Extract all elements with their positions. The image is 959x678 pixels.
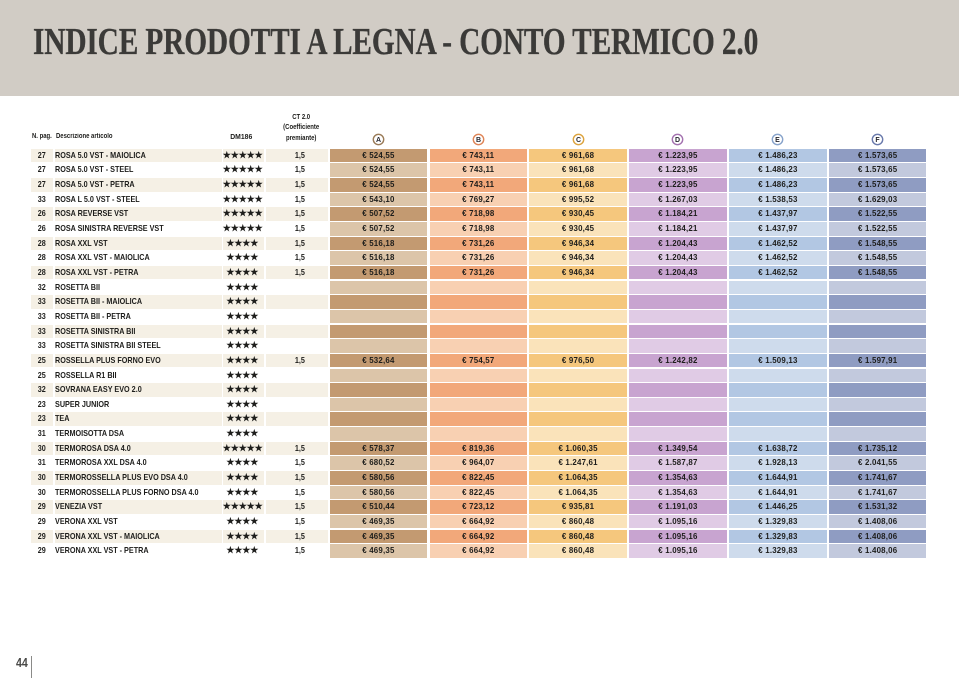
svg-text:A: A	[376, 137, 381, 144]
svg-text:D: D	[675, 137, 680, 144]
svg-text:C: C	[576, 137, 581, 144]
svg-text:F: F	[876, 137, 881, 144]
svg-text:B: B	[476, 137, 481, 144]
svg-text:E: E	[776, 137, 781, 144]
